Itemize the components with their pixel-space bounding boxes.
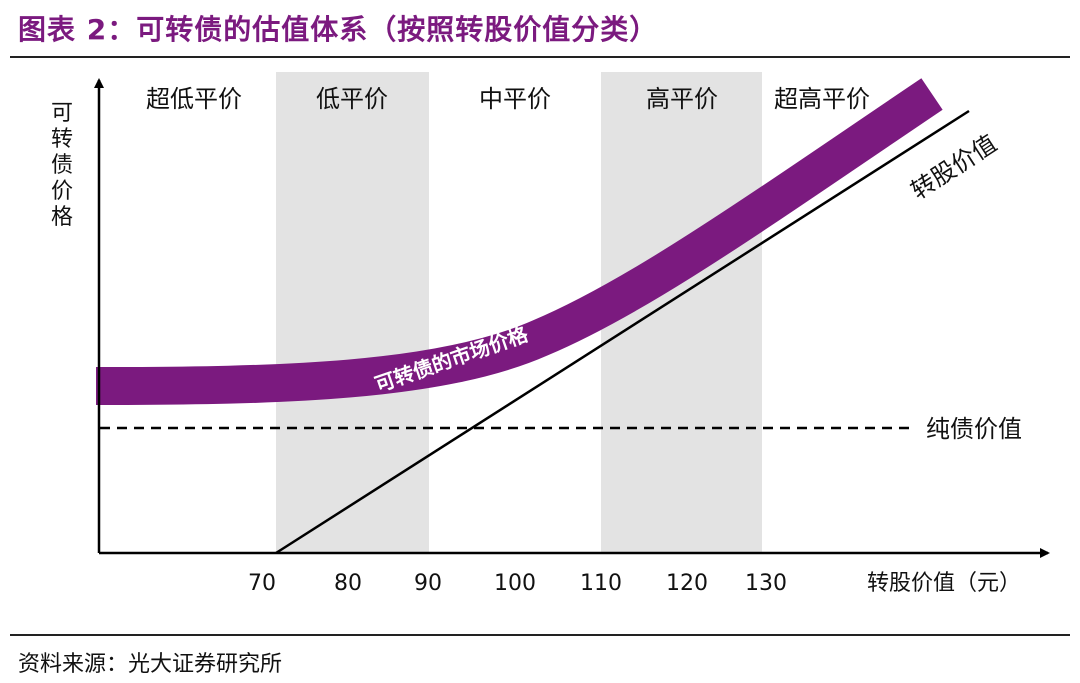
zone-label-mid: 中平价 xyxy=(479,85,551,113)
conversion-value-line xyxy=(275,109,970,555)
y-axis-label-char: 转 xyxy=(51,127,73,152)
x-tick-label: 70 xyxy=(248,571,276,596)
pure-bond-value-label: 纯债价值 xyxy=(926,415,1022,443)
zone-label-ultra-high: 超高平价 xyxy=(774,85,870,113)
x-tick-label: 130 xyxy=(745,571,787,596)
x-tick-label: 80 xyxy=(334,571,362,596)
y-axis-label: 可 转 债 价 格 xyxy=(51,101,73,230)
y-axis-label-char: 价 xyxy=(51,179,73,204)
y-axis-label-char: 债 xyxy=(51,153,73,178)
y-axis-label-char: 可 xyxy=(51,101,73,126)
source-divider xyxy=(10,634,1070,636)
figure-title: 图表 2：可转债的估值体系（按照转股价值分类） xyxy=(18,13,659,46)
x-tick-label: 110 xyxy=(580,571,622,596)
y-axis-label-char: 格 xyxy=(51,205,73,230)
zone-label-low: 低平价 xyxy=(316,85,388,113)
x-tick-label: 100 xyxy=(494,571,536,596)
zone-shade-low xyxy=(276,72,429,553)
zone-label-high: 高平价 xyxy=(646,85,718,113)
x-tick-label: 120 xyxy=(666,571,708,596)
zone-label-ultra-low: 超低平价 xyxy=(146,85,242,113)
x-axis-label: 转股价值（元） xyxy=(867,571,1021,596)
source-note: 资料来源：光大证券研究所 xyxy=(18,652,283,677)
x-tick-label: 90 xyxy=(414,571,442,596)
title-divider xyxy=(10,56,1070,58)
market-price-band xyxy=(95,78,943,405)
